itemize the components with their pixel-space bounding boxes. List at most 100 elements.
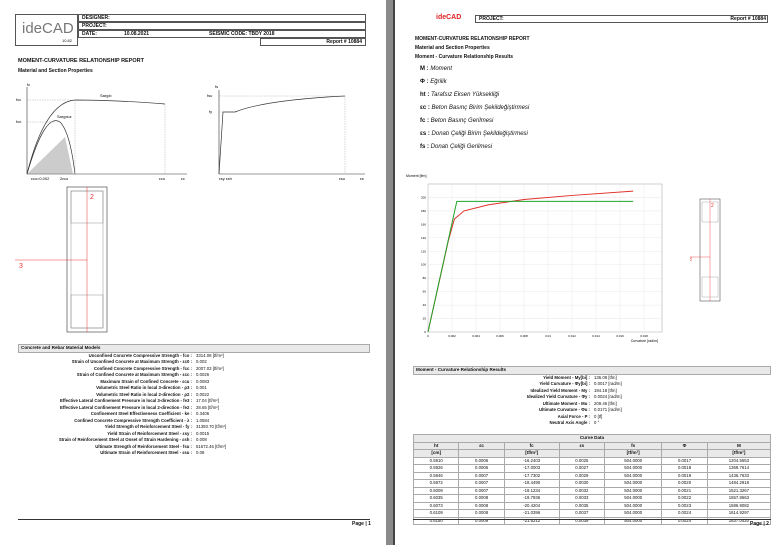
date-row: DATE: 10.08.2021 SEISMIC CODE: TBDY 2018 xyxy=(78,30,366,38)
x-tick-label: 0.014 xyxy=(592,334,600,338)
results-table: Moment - Curvature Relationship Results Y… xyxy=(413,366,771,427)
page-gap xyxy=(386,0,394,545)
cell: 0.0033 xyxy=(558,494,606,503)
row-value: 17.04 [tf/m²] xyxy=(196,398,219,404)
legend-row: M : Moment xyxy=(420,66,452,72)
x-tick-label: 0.012 xyxy=(568,334,576,338)
cell: 1204.5553 xyxy=(706,456,772,465)
title: MOMENT-CURVATURE RELATIONSHIP REPORT xyxy=(415,36,530,42)
table-row: 0.6109 0.0008 -21.0396 0.0037 504.0000 0.0024… xyxy=(412,509,772,518)
cell: 1614.9297 xyxy=(706,509,772,518)
concrete-diagram: fc fcc fco Sargılı Sargısız εco=0.002 2ε… xyxy=(16,82,187,181)
axis-label: fcc xyxy=(16,97,21,102)
cell: 0.0008 xyxy=(458,494,505,503)
row-value: 1.0584 xyxy=(196,417,210,423)
row-label: Ultimate Strength of Reinforcement Steel… xyxy=(95,443,192,449)
symbol: fc : xyxy=(420,118,429,124)
table-row: Ultimate Curvature - Φu : 0.0171 [rad/m] xyxy=(414,407,771,414)
meaning: Beton Basınç Gerilmesi xyxy=(430,118,494,124)
y-tick-label: 160 xyxy=(421,222,426,226)
y-tick-label: 180 xyxy=(421,209,426,213)
cell: 1369.7614 xyxy=(706,464,772,473)
cell: 0.5946 xyxy=(412,471,460,480)
y-tick-label: 80 xyxy=(423,276,427,280)
row-value: 0.0017 [rad/m] xyxy=(594,381,622,387)
cell: 504.0000 xyxy=(604,471,663,480)
cell: 0.5910 xyxy=(412,456,460,465)
cell: -17.0003 xyxy=(503,464,560,473)
table-row: 0.5910 0.0006 -16.2403 0.0025 504.0000 0.0017… xyxy=(412,456,772,465)
row-label: Confined Concrete Compressive Strength -… xyxy=(93,365,192,371)
cell: 0.0017 xyxy=(661,456,708,465)
plot-area xyxy=(427,183,663,333)
logo-box: ideCAD 10.82 xyxy=(15,14,78,46)
column-header: fs xyxy=(604,441,663,450)
legend-row: fs : Donatı Çeliği Gerilmesi xyxy=(420,144,492,150)
row-label: Strain of Unconfined Concrete at Maximum… xyxy=(71,359,192,365)
cell: 1557.8663 xyxy=(706,494,772,503)
cell: 0.0007 xyxy=(458,471,505,480)
y-tick-label: 40 xyxy=(423,303,427,307)
table-row: 0.6035 0.0008 -19.7936 0.0033 504.0000 0.0022… xyxy=(412,494,772,503)
cell: 1637.0420 xyxy=(706,516,772,525)
column-unit: [tf/m²] xyxy=(604,449,663,458)
row-label: Idealized Yield Curvature - Φy : xyxy=(526,394,590,400)
row-label: Confined Concrete Compressive Strength C… xyxy=(74,417,192,423)
cell: 0.6073 xyxy=(412,501,460,510)
axis-label: fsu xyxy=(207,93,212,98)
column-header: ht xyxy=(412,441,460,450)
cell: 1436.7633 xyxy=(706,471,772,480)
table-title-row: Curve Data xyxy=(413,434,771,443)
cell: 0.0027 xyxy=(558,464,606,473)
title: MOMENT-CURVATURE RELATIONSHIP REPORT xyxy=(18,58,144,64)
row-label: Effective Lateral Confinement Pressure i… xyxy=(59,398,192,404)
header-row: ht εc fc εs fs Φ M xyxy=(412,441,772,450)
table-row: Idealized Yield Moment - My : 194.18 [tfm… xyxy=(414,388,771,395)
cell: 504.0000 xyxy=(604,464,663,473)
table-row: Effective Lateral Confinement Pressure i… xyxy=(19,398,370,405)
project: PROJECT: xyxy=(475,15,768,23)
cell: 0.0021 xyxy=(661,486,708,495)
symbol-legend: M : Moment Φ : Eğrilik ht : Tarafsız Eksen… xyxy=(420,66,620,156)
legend-row: εs : Donatı Çeliği Birim Şekildeğiştirme… xyxy=(420,131,528,137)
cell: 504.0000 xyxy=(604,494,663,503)
table-row: Yield Strength of Reinforcement Steel - … xyxy=(19,424,370,431)
row-value: 209.46 [tfm] xyxy=(594,400,617,406)
cell: 1521.3267 xyxy=(706,486,772,495)
cell: 0.0025 xyxy=(558,456,606,465)
row-label: Strain of Confined Concrete at Maximum S… xyxy=(76,372,192,378)
axis-label: 3 xyxy=(690,257,692,263)
row-label: Maximum Strain of Confined Concrete - εc… xyxy=(100,378,192,384)
cell: -16.2403 xyxy=(503,456,560,465)
seismic-code: SEISMIC CODE: TBDY 2018 xyxy=(209,31,275,37)
row-value: 3314.08 [tf/m²] xyxy=(196,352,224,358)
curve xyxy=(427,200,634,333)
x-axis-label: Curvature [rad/m] xyxy=(631,339,658,343)
table-row: Unconfined Concrete Compressive Strength… xyxy=(19,352,370,359)
x-tick-label: 0.006 xyxy=(496,334,504,338)
table-row: Effective Lateral Confinement Pressure i… xyxy=(19,405,370,412)
row-value: 28.65 [tf/m²] xyxy=(196,404,219,410)
row-value: 194.18 [tfm] xyxy=(594,387,617,393)
symbol: fs : xyxy=(420,144,429,150)
row-value: 0 ° xyxy=(594,420,600,426)
row-value: 0.008 xyxy=(196,437,207,443)
cell: 0.0023 xyxy=(661,501,708,510)
legend-row: εc : Beton Basınç Birim Şekildeğiştirmes… xyxy=(420,105,529,111)
row-value: 0.0022 xyxy=(196,391,210,397)
y-axis-label: Moment [tfm] xyxy=(406,174,426,178)
project: PROJECT: xyxy=(78,22,366,30)
footer-rule xyxy=(413,519,771,520)
legend-row: fc : Beton Basınç Gerilmesi xyxy=(420,118,493,124)
table-row: Strain of Unconfined Concrete at Maximum… xyxy=(19,359,370,366)
cell: 0.0008 xyxy=(458,509,505,518)
row-value: 0.0171 [rad/m] xyxy=(594,407,622,413)
column-unit: [tf/m²] xyxy=(503,449,560,458)
row-value: 0 [tf] xyxy=(594,413,603,419)
row-value: 0.0026 xyxy=(196,372,210,378)
meaning: Tarafsız Eksen Yüksekliği xyxy=(431,92,500,98)
row-value: 31393.70 [tf/m²] xyxy=(196,424,227,430)
table-row: Ultimate Strength of Reinforcement Steel… xyxy=(19,444,370,451)
meaning: Donatı Çeliği Birim Şekildeğiştirmesi xyxy=(431,131,528,137)
cell: 0.0030 xyxy=(558,479,606,488)
